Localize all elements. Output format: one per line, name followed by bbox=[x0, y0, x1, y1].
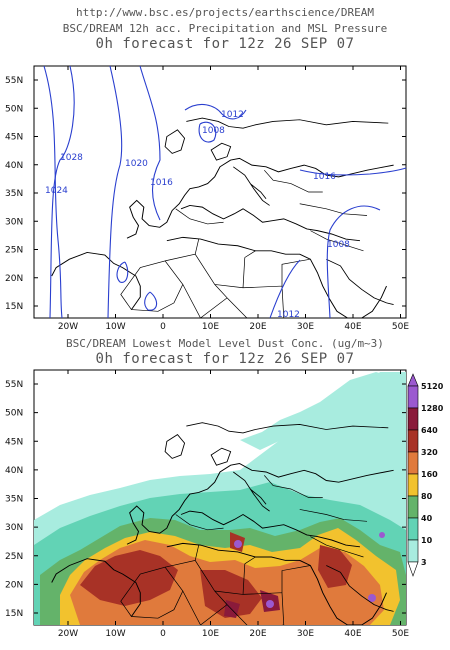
source-url[interactable]: http://www.bsc.es/projects/earthscience/… bbox=[75, 6, 374, 19]
lat-label: 55N bbox=[5, 76, 23, 86]
lon-label: 10W bbox=[105, 322, 125, 332]
pressure-map: 1012 1008 1028 1020 1016 1024 1016 1008 … bbox=[33, 65, 407, 320]
isobar-label: 1016 bbox=[313, 172, 336, 182]
lon-label: 10W bbox=[105, 629, 125, 639]
legend-label: 80 bbox=[421, 492, 433, 501]
legend-arrow-bottom bbox=[407, 561, 419, 577]
isobar-line bbox=[198, 121, 217, 143]
lat-label: 25N bbox=[5, 246, 23, 256]
top-panel-subtitle: 0h forecast for 12z 26 SEP 07 bbox=[95, 36, 355, 52]
isobar-line bbox=[184, 103, 247, 120]
lat-label: 15N bbox=[5, 302, 23, 312]
lat-label: 50N bbox=[5, 409, 23, 419]
lon-label: 0 bbox=[160, 322, 166, 332]
legend-swatch bbox=[407, 385, 419, 409]
lon-label: 30E bbox=[297, 629, 314, 639]
lon-label: 20W bbox=[58, 629, 78, 639]
isobar-lines bbox=[43, 65, 407, 319]
isobar-line bbox=[144, 291, 158, 311]
legend-label: 320 bbox=[421, 448, 438, 457]
lat-label: 30N bbox=[5, 523, 23, 533]
lat-label: 30N bbox=[5, 217, 23, 227]
lat-label: 25N bbox=[5, 552, 23, 562]
isobar-line bbox=[269, 259, 301, 319]
lon-label: 50E bbox=[392, 322, 409, 332]
legend-swatch bbox=[407, 495, 419, 519]
lat-label: 40N bbox=[5, 466, 23, 476]
lat-label: 45N bbox=[5, 437, 23, 447]
isobar-line bbox=[326, 205, 381, 319]
isobar-line bbox=[49, 65, 75, 319]
lon-label: 50E bbox=[392, 629, 409, 639]
lon-label: 40E bbox=[344, 629, 361, 639]
lon-label: 20E bbox=[249, 629, 266, 639]
dust-map: 5120 1280 640 320 160 80 40 10 3 bbox=[33, 369, 444, 626]
legend-swatch bbox=[407, 407, 419, 431]
legend-swatch bbox=[407, 473, 419, 497]
legend-label: 40 bbox=[421, 514, 433, 523]
lat-label: 50N bbox=[5, 104, 23, 114]
isobar-labels: 1012 1008 1028 1020 1016 1024 1016 1008 … bbox=[45, 110, 350, 320]
lat-label: 45N bbox=[5, 133, 23, 143]
lon-label: 10E bbox=[202, 322, 219, 332]
legend-swatch bbox=[407, 539, 419, 563]
isobar-line bbox=[107, 65, 123, 319]
bottom-panel-subtitle: 0h forecast for 12z 26 SEP 07 bbox=[95, 351, 355, 367]
legend-label: 640 bbox=[421, 426, 438, 435]
lon-label: 20E bbox=[249, 322, 266, 332]
bottom-panel-title: BSC/DREAM Lowest Model Level Dust Conc. … bbox=[66, 337, 384, 350]
isobar-line bbox=[299, 167, 407, 176]
lon-label: 30E bbox=[297, 322, 314, 332]
legend-label: 160 bbox=[421, 470, 438, 479]
legend-swatch bbox=[407, 451, 419, 475]
top-map-frame bbox=[33, 65, 407, 319]
isobar-label: 1008 bbox=[202, 126, 225, 136]
lon-label: 0 bbox=[160, 629, 166, 639]
dust-legend: 5120 1280 640 320 160 80 40 10 3 bbox=[407, 373, 444, 577]
lon-label: 10E bbox=[202, 629, 219, 639]
legend-swatch bbox=[407, 429, 419, 453]
legend-label: 1280 bbox=[421, 404, 444, 413]
isobar-line bbox=[43, 65, 63, 319]
isobar-label: 1024 bbox=[45, 186, 68, 196]
isobar-label: 1012 bbox=[277, 310, 300, 320]
lat-label: 35N bbox=[5, 495, 23, 505]
lat-label: 40N bbox=[5, 161, 23, 171]
legend-swatch bbox=[407, 517, 419, 541]
isobar-label: 1028 bbox=[60, 153, 83, 163]
lat-label: 35N bbox=[5, 189, 23, 199]
isobar-line bbox=[139, 65, 161, 221]
isobar-label: 1008 bbox=[327, 240, 350, 250]
isobar-label: 1020 bbox=[125, 159, 148, 169]
dust-fields bbox=[34, 372, 406, 625]
lat-label: 15N bbox=[5, 609, 23, 619]
lat-label: 20N bbox=[5, 580, 23, 590]
legend-label: 3 bbox=[421, 558, 427, 567]
legend-label: 10 bbox=[421, 536, 433, 545]
lon-label: 40E bbox=[344, 322, 361, 332]
isobar-label: 1016 bbox=[150, 178, 173, 188]
isobar-label: 1012 bbox=[221, 110, 244, 120]
lat-label: 20N bbox=[5, 274, 23, 284]
legend-arrow-top bbox=[407, 373, 419, 387]
isobar-line bbox=[116, 261, 129, 283]
lon-label: 20W bbox=[58, 322, 78, 332]
top-panel-title: BSC/DREAM 12h acc. Precipitation and MSL… bbox=[62, 22, 388, 35]
lat-label: 55N bbox=[5, 380, 23, 390]
legend-label: 5120 bbox=[421, 382, 444, 391]
axis-labels: 55N 50N 45N 40N 35N 30N 25N 20N 15N 20W 10W 0 10E 20E… bbox=[5, 66, 409, 639]
